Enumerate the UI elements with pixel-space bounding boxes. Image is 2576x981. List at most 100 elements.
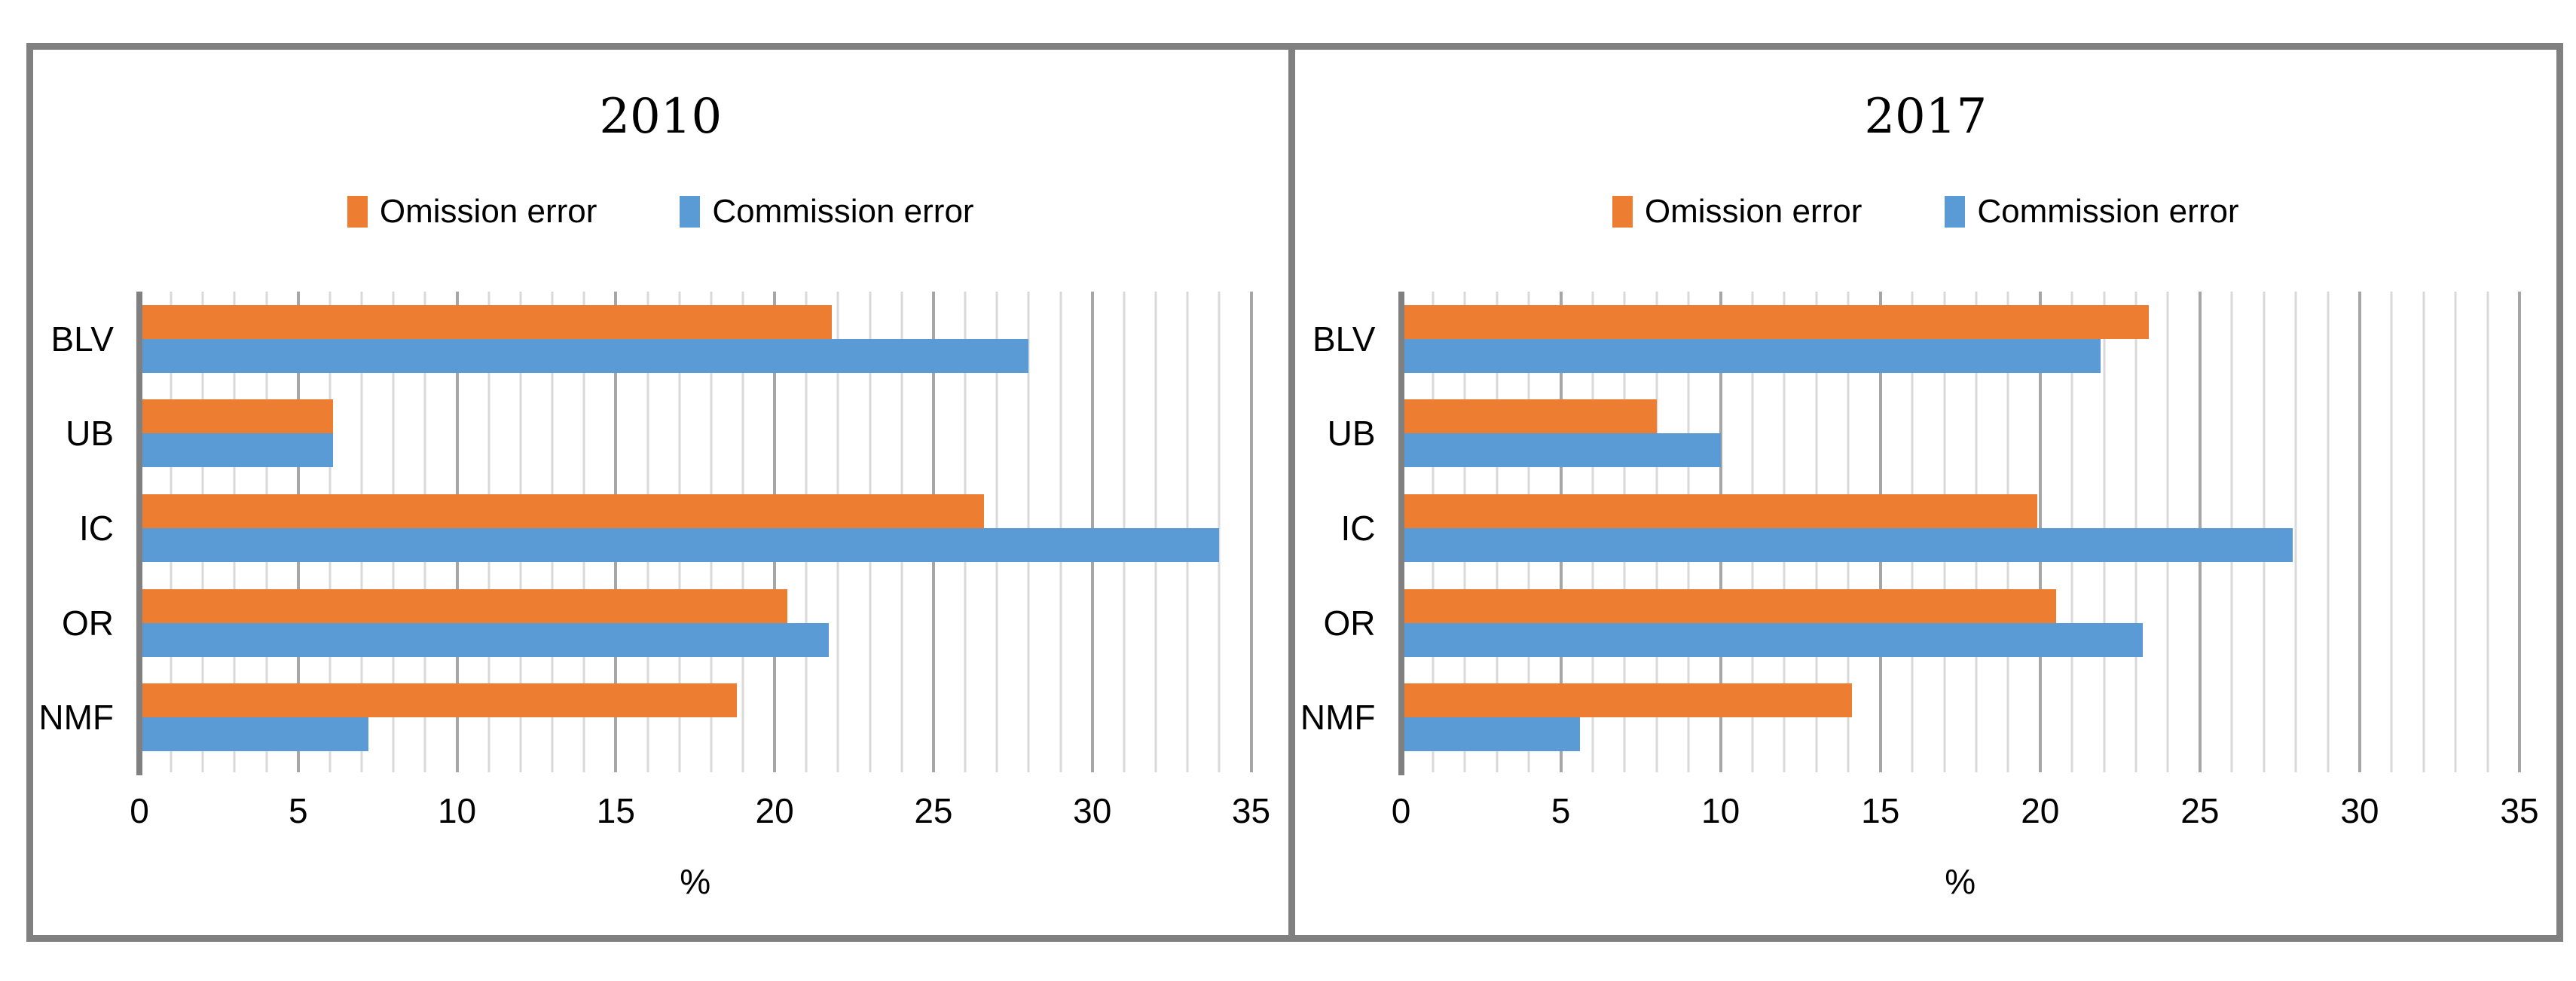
category-label-ic: IC [79,508,114,548]
chart-frame: 2010 Omission error Commission error BLV… [26,43,2563,942]
x-tick-label: 30 [2340,791,2379,830]
x-tick-label: 25 [2180,791,2220,830]
x-tick-label: 15 [1861,791,1900,830]
x-tick-label: 0 [130,791,149,830]
bar-omission-or [1401,588,2056,623]
bar-omission-ic [1401,494,2037,528]
gridline-minor [2422,292,2425,772]
gridline-minor [2294,292,2297,772]
bar-pair [139,494,1251,562]
bar-pair [139,304,1251,373]
bar-omission-ub [139,399,334,434]
chart-panel-2017: 2017 Omission error Commission error BLV… [1295,50,2557,935]
x-tick-label: 35 [2500,791,2539,830]
bar-commission-ic [139,527,1220,562]
bar-pair [1401,588,2520,657]
x-tick-label: 10 [1701,791,1740,830]
bar-row-ub [1401,387,2520,481]
bar-row-nmf [1401,670,2520,765]
bar-row-ic [139,481,1251,576]
bar-commission-nmf [139,717,368,752]
gridline-major [2358,292,2361,772]
x-tick-label: 20 [755,791,794,830]
chart-body-2010: BLV UB IC OR NMF % 0 5 10 15 20 25 30 35 [33,292,1270,901]
bar-pair [1401,683,2520,752]
bar-omission-ic [139,494,985,528]
plot-area-2017: % 0 5 10 15 20 25 30 35 [1392,292,2539,901]
bar-row-blv [139,292,1251,387]
commission-swatch-icon [680,196,701,228]
x-tick-label: 20 [2021,791,2060,830]
x-tick-label: 15 [596,791,635,830]
bar-pair [139,683,1251,752]
bar-commission-nmf [1401,717,1581,752]
legend-item-commission: Commission error [1945,193,2239,231]
bar-pair [1401,304,2520,373]
legend-label-commission: Commission error [712,193,974,230]
category-label-ic: IC [1340,508,1376,548]
legend-2010: Omission error Commission error [33,193,1288,231]
bar-commission-ic [1401,527,2293,562]
bar-commission-blv [1401,338,2101,373]
legend-2017: Omission error Commission error [1295,193,2557,231]
bar-pair [1401,399,2520,468]
category-label-or: OR [62,603,114,643]
bar-omission-or [139,588,787,623]
category-label-nmf: NMF [38,698,114,738]
category-label-ub: UB [1327,414,1376,454]
category-axis-2017: BLV UB IC OR NMF [1295,292,1401,765]
legend-label-omission: Omission error [379,193,597,230]
bar-omission-blv [1401,304,2149,339]
plot-area-2010: % 0 5 10 15 20 25 30 35 [130,292,1270,901]
bar-omission-blv [139,304,833,339]
category-label-ub: UB [66,414,114,454]
gridline-minor [2486,292,2489,772]
bar-commission-or [139,622,829,657]
category-label-blv: BLV [50,319,114,359]
bar-pair [139,588,1251,657]
y-axis-line [1398,292,1404,775]
gridline-minor [1218,292,1221,772]
bar-pair [1401,494,2520,562]
omission-swatch-icon [347,196,368,228]
legend-item-commission: Commission error [680,193,974,231]
gridline-minor [2390,292,2393,772]
bar-omission-ub [1401,399,1657,434]
legend-item-omission: Omission error [1612,193,1862,231]
bar-omission-nmf [139,683,737,718]
bar-row-nmf [139,670,1251,765]
gridline-minor [2454,292,2457,772]
chart-panel-2010: 2010 Omission error Commission error BLV… [33,50,1295,935]
x-tick-label: 0 [1391,791,1411,830]
bar-pair [139,399,1251,468]
omission-swatch-icon [1612,196,1633,228]
legend-label-omission: Omission error [1644,193,1862,230]
y-axis-line [136,292,142,775]
category-label-nmf: NMF [1300,698,1376,738]
x-tick-label: 5 [288,791,308,830]
x-tick-label: 30 [1073,791,1112,830]
bar-row-or [139,576,1251,671]
chart-title-2017: 2017 [1864,89,1988,145]
legend-item-omission: Omission error [347,193,597,231]
bar-row-ic [1401,481,2520,576]
chart-title-2010: 2010 [599,89,723,145]
x-tick-label: 5 [1551,791,1571,830]
category-label-or: OR [1323,603,1376,643]
bar-commission-ub [1401,433,1721,468]
gridline-major [1249,292,1253,772]
gridline-major [2518,292,2521,772]
category-axis-2010: BLV UB IC OR NMF [33,292,139,765]
bar-row-blv [1401,292,2520,387]
x-tick-label: 10 [437,791,477,830]
gridline-minor [2327,292,2329,772]
bar-commission-ub [139,433,334,468]
bar-omission-nmf [1401,683,1852,718]
x-tick-label: 25 [914,791,953,830]
commission-swatch-icon [1945,196,1966,228]
bar-commission-blv [139,338,1029,373]
legend-label-commission: Commission error [1977,193,2239,230]
x-axis-label-2010: % [680,862,711,901]
bar-commission-or [1401,622,2143,657]
chart-body-2017: BLV UB IC OR NMF % 0 5 10 15 20 25 30 35 [1295,292,2539,901]
